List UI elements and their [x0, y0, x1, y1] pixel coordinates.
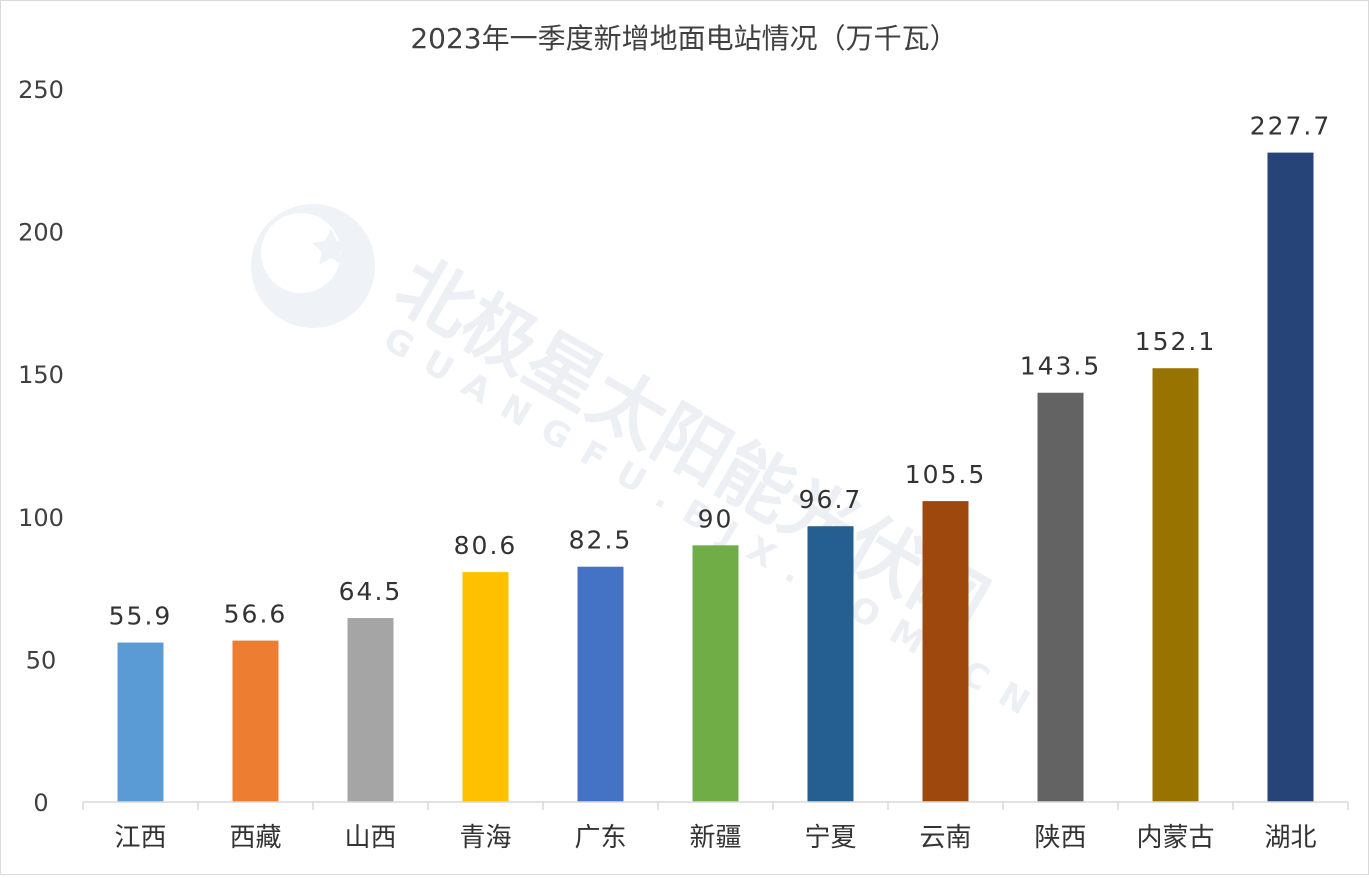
- data-label: 80.6: [454, 531, 518, 560]
- y-axis: 0 50 100 150 200 250: [18, 76, 64, 817]
- y-tick-label: 150: [18, 361, 64, 389]
- data-label: 96.7: [799, 485, 863, 514]
- chart-title: 2023年一季度新增地面电站情况（万千瓦）: [410, 22, 957, 55]
- x-tick-label: 内蒙古: [1136, 823, 1214, 853]
- data-label: 227.7: [1250, 112, 1332, 141]
- y-tick-label: 200: [18, 219, 64, 247]
- y-tick-label: 0: [33, 789, 48, 817]
- bar: [922, 501, 969, 802]
- bar: [232, 640, 279, 802]
- y-tick-label: 50: [26, 646, 57, 674]
- x-tick-label: 新疆: [689, 823, 741, 853]
- data-labels: 55.9 56.6 64.5 80.6 82.5 90 96.7 105.5 143.5 152.…: [109, 112, 1332, 631]
- bar-series: [117, 152, 1314, 802]
- data-label: 143.5: [1020, 352, 1102, 381]
- x-tick-label: 西藏: [229, 823, 281, 853]
- data-label: 55.9: [109, 602, 173, 631]
- x-tick-label: 青海: [459, 823, 511, 853]
- bar: [1037, 392, 1084, 802]
- bar: [577, 566, 624, 802]
- x-tick-label: 山西: [344, 823, 396, 853]
- bar: [1152, 368, 1199, 802]
- watermark-logo-icon: [251, 204, 375, 328]
- x-tick-label: 宁夏: [804, 823, 856, 853]
- data-label: 56.6: [224, 600, 288, 629]
- bar: [117, 642, 164, 802]
- x-tick-label: 湖北: [1264, 823, 1316, 853]
- y-tick-label: 250: [18, 76, 64, 104]
- bar: [462, 572, 509, 802]
- data-label: 105.5: [905, 460, 987, 489]
- x-axis: 江西 西藏 山西 青海 广东 新疆 宁夏 云南 陕西 内蒙古 湖北: [82, 801, 1349, 853]
- data-label: 152.1: [1135, 327, 1217, 356]
- x-tick-label: 江西: [114, 823, 166, 853]
- bar: [807, 526, 854, 802]
- x-tick-label: 云南: [919, 823, 971, 853]
- data-label: 64.5: [339, 577, 403, 606]
- data-label: 82.5: [569, 526, 633, 555]
- x-tick-label: 陕西: [1034, 823, 1086, 853]
- x-tick-label: 广东: [574, 823, 626, 853]
- bar: [692, 545, 739, 802]
- bar: [1267, 152, 1314, 802]
- y-tick-label: 100: [18, 504, 64, 532]
- data-label: 90: [698, 504, 734, 533]
- bar: [347, 618, 394, 802]
